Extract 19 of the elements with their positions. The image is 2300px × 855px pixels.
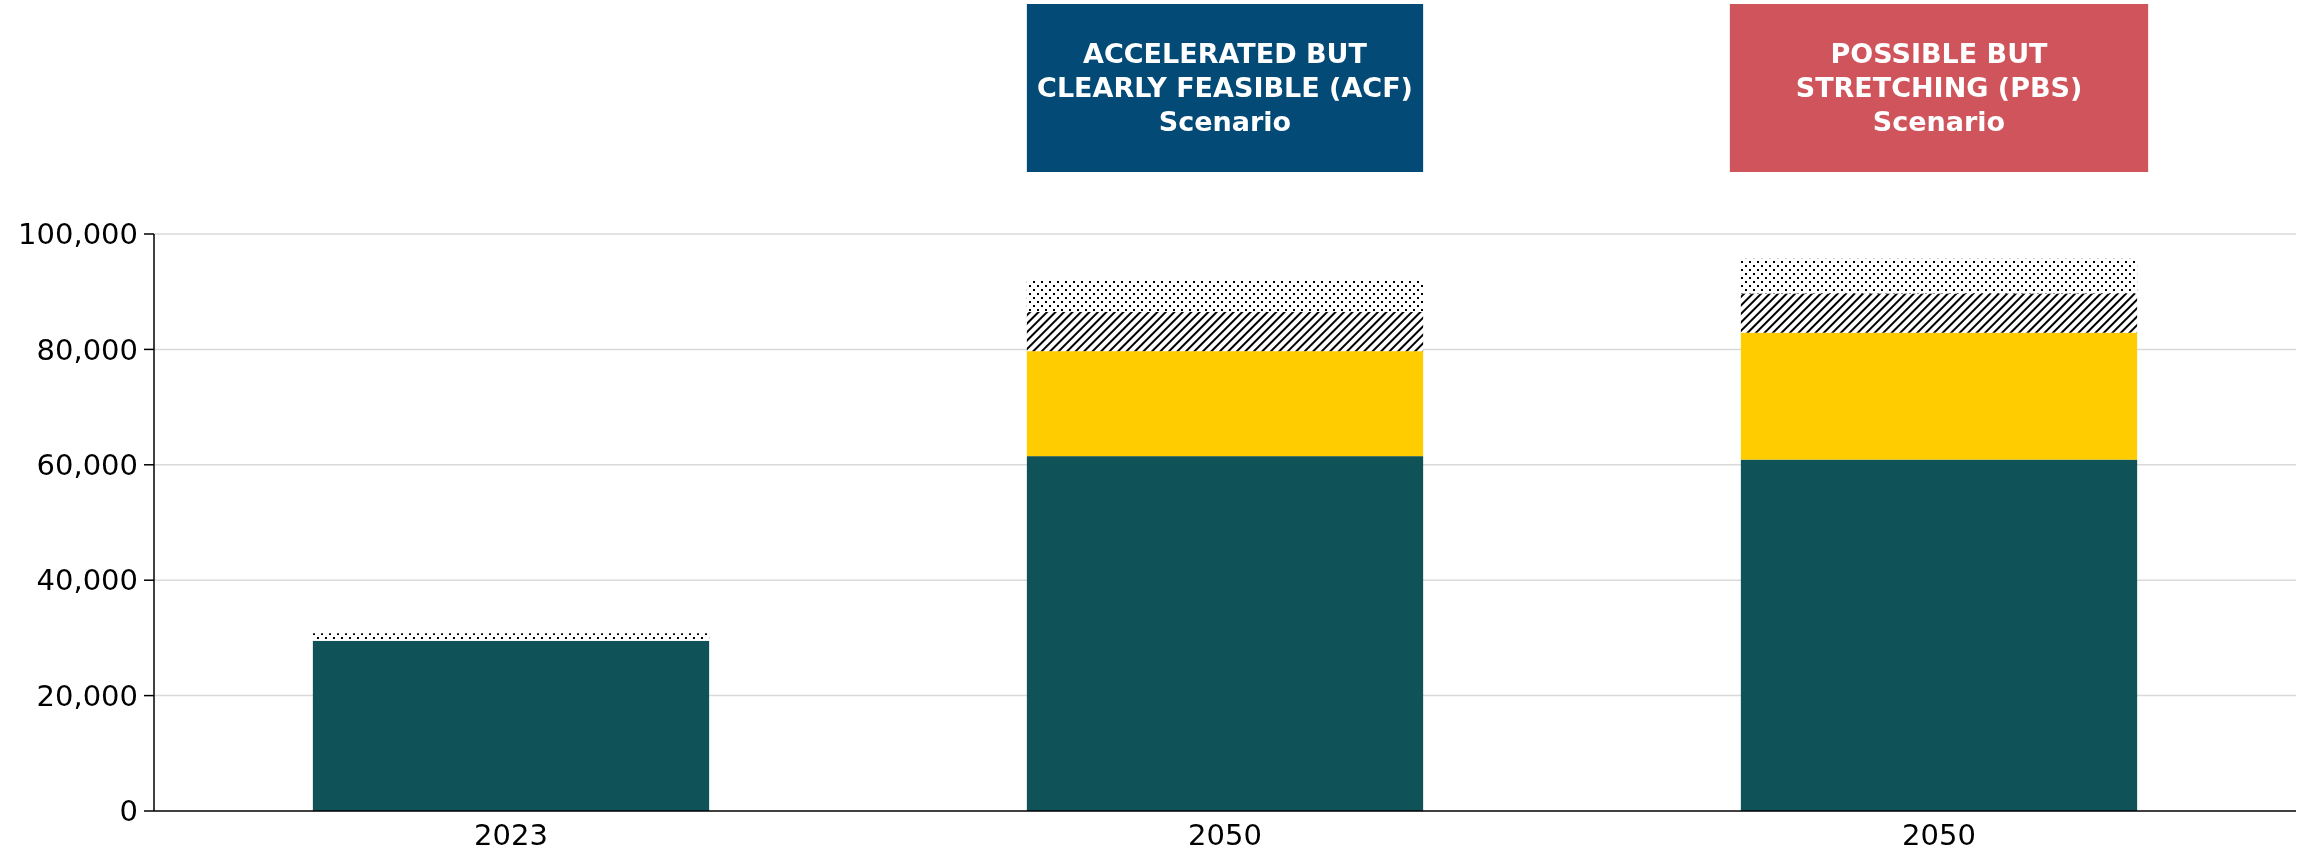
- x-tick-label: 2050: [1188, 818, 1262, 852]
- bar: [1740, 459, 2138, 811]
- bar: [1740, 293, 2138, 333]
- bar: [1026, 351, 1424, 457]
- y-tick-label: 80,000: [36, 332, 138, 367]
- bar: [1740, 258, 2138, 294]
- bar: [1026, 311, 1424, 352]
- y-tick-label: 40,000: [36, 563, 138, 598]
- y-tick-label: 0: [119, 794, 138, 829]
- y-tick-label: 100,000: [18, 217, 138, 252]
- y-tick-label: 60,000: [36, 447, 138, 482]
- bar: [1740, 332, 2138, 460]
- y-tick-label: 20,000: [36, 678, 138, 713]
- bar: [312, 640, 710, 811]
- text: ACCELERATED BUT CLEARLY FEASIBLE (ACF) Scenario: [1037, 38, 1413, 138]
- bar: [1026, 456, 1424, 811]
- x-tick-label: 2023: [474, 818, 548, 852]
- x-tick-label: 2050: [1902, 818, 1976, 852]
- text: POSSIBLE BUT STRETCHING (PBS) Scenario: [1795, 38, 2083, 138]
